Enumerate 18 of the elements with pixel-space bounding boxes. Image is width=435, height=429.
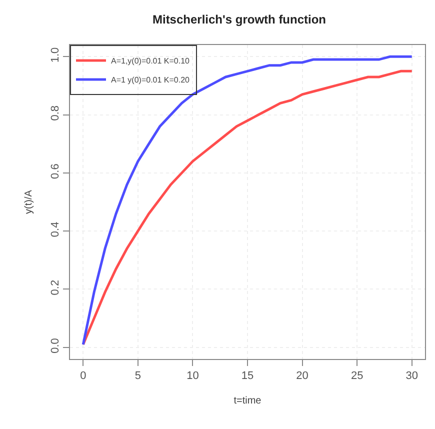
x-tick-label: 0 <box>80 370 86 382</box>
y-tick-label: 0.8 <box>50 105 62 121</box>
legend-label: A=1 y(0)=0.01 K=0.20 <box>111 76 190 85</box>
y-tick-label: 1.0 <box>50 47 62 63</box>
x-tick-label: 30 <box>406 370 418 382</box>
legend-label: A=1,y(0)=0.01 K=0.10 <box>111 56 190 66</box>
y-tick-label: 0.6 <box>50 164 62 179</box>
x-tick-label: 20 <box>296 370 308 382</box>
y-tick-label: 0.4 <box>50 222 62 238</box>
x-tick-label: 15 <box>241 370 254 382</box>
x-axis-title: t=time <box>234 396 262 407</box>
y-tick-label: 0.2 <box>50 280 62 296</box>
chart-title: Mitscherlich's growth function <box>152 12 326 26</box>
x-tick-label: 25 <box>350 370 364 382</box>
x-tick-label: 10 <box>186 370 199 382</box>
x-tick-label: 5 <box>134 370 141 382</box>
y-axis-title: y(t)/A <box>24 190 35 214</box>
y-tick-label: 0.0 <box>50 338 62 354</box>
